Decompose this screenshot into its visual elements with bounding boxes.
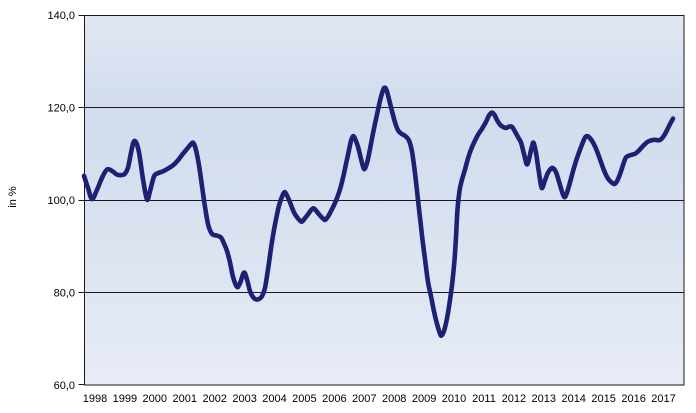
svg-text:2000: 2000	[143, 393, 167, 405]
svg-text:2016: 2016	[621, 393, 645, 405]
svg-text:100,0: 100,0	[47, 195, 75, 207]
svg-text:140,0: 140,0	[47, 10, 75, 22]
svg-text:80,0: 80,0	[54, 288, 75, 300]
svg-text:1999: 1999	[113, 393, 137, 405]
svg-text:2008: 2008	[382, 393, 406, 405]
svg-text:2002: 2002	[202, 393, 226, 405]
svg-text:2015: 2015	[591, 393, 615, 405]
svg-text:2006: 2006	[322, 393, 346, 405]
svg-text:2017: 2017	[651, 393, 675, 405]
svg-text:2001: 2001	[173, 393, 197, 405]
svg-text:2003: 2003	[232, 393, 256, 405]
svg-text:2009: 2009	[412, 393, 436, 405]
svg-text:2011: 2011	[472, 393, 496, 405]
svg-text:2004: 2004	[262, 393, 286, 405]
svg-text:120,0: 120,0	[47, 103, 75, 115]
svg-text:2007: 2007	[352, 393, 376, 405]
svg-text:1998: 1998	[83, 393, 107, 405]
svg-text:2005: 2005	[292, 393, 316, 405]
svg-text:in %: in %	[7, 186, 19, 208]
svg-text:2010: 2010	[442, 393, 466, 405]
svg-text:2014: 2014	[561, 393, 585, 405]
svg-text:2012: 2012	[502, 393, 526, 405]
svg-text:60,0: 60,0	[54, 380, 75, 392]
svg-text:2013: 2013	[532, 393, 556, 405]
